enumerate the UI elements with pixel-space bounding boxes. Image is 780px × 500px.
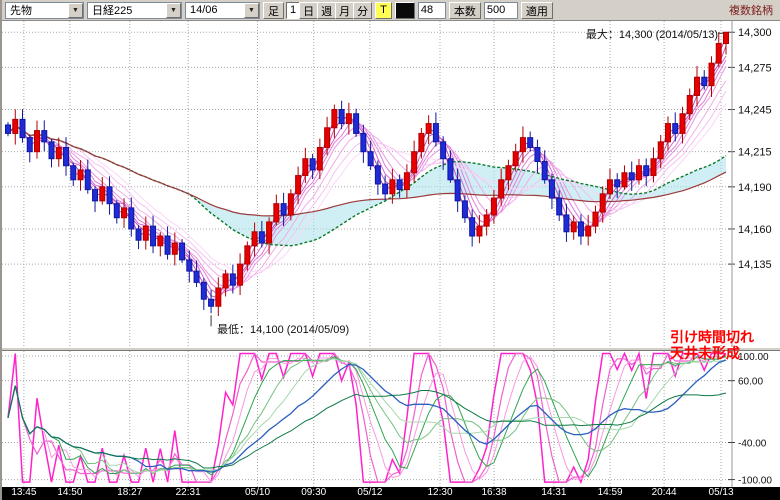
time-label: 12:30 [427,487,453,498]
max-price-annotation: 最大：14,300 (2014/05/13) [585,29,718,41]
oscillator-axis-label: 60.00 [738,377,763,388]
color-swatch-button[interactable] [394,1,415,19]
contract-month-select[interactable]: 14/06 ▼ [185,1,260,19]
candlestick-chart: 14,300 14,275 14,245 14,215 14,190 14,160 14,1… [2,21,772,347]
symbol-value: 日経225 [92,5,133,17]
time-axis: 13:45 14:50 18:27 22:31 05/10 09:30 05/12 12:30… [2,487,780,500]
oscillator-axis-label: -100.00 [738,476,772,487]
price-axis-label: 14,160 [738,224,772,236]
chevron-down-icon[interactable]: ▼ [68,2,83,18]
chevron-down-icon[interactable]: ▼ [244,2,259,18]
chevron-down-icon[interactable]: ▼ [166,2,181,18]
time-label: 20:44 [651,487,677,498]
period-minute-button[interactable]: 分 [353,1,373,19]
time-label: 05/10 [244,487,271,498]
price-axis-label: 14,135 [738,259,772,271]
time-label: 22:31 [175,487,201,498]
oscillator-panel: 100.00 60.00 -40.00 -100.00 [2,351,780,487]
warning-line-1: 引け時間切れ [670,329,754,345]
oscillator-axis-label: 100.00 [738,352,769,363]
tick-button[interactable]: T [375,1,392,19]
oscillator-chart: 100.00 60.00 -40.00 -100.00 [2,351,772,487]
panel-splitter[interactable] [2,347,780,351]
price-axis-label: 14,245 [738,105,772,117]
price-axis-label: 14,300 [738,27,772,39]
contract-month-value: 14/06 [190,4,218,16]
instrument-type-select[interactable]: 先物 ▼ [5,1,84,19]
symbol-select[interactable]: 日経225 ▼ [87,1,182,19]
time-label: 05/12 [357,487,383,498]
ashi-button[interactable]: 足 [263,1,284,19]
bars-count-button[interactable]: 本数 [448,1,481,19]
time-label: 05/13 [708,487,734,498]
multi-symbol-button[interactable]: 複数銘柄 [725,2,777,19]
warning-line-2: 天井未形成 [670,345,740,361]
min-price-annotation: 最低：14,100 (2014/05/09) [217,324,350,337]
time-label: 14:50 [57,487,83,498]
apply-button[interactable]: 適用 [520,1,553,19]
period-1-button[interactable]: 1 [286,1,301,19]
price-axis-label: 14,215 [738,147,772,159]
time-label: 14:31 [541,487,567,498]
time-label: 13:45 [11,487,37,498]
period-button-group: 1 日 週 月 分 [286,1,373,19]
price-axis-label: 14,275 [738,62,772,74]
time-label: 09:30 [301,487,327,498]
time-label: 18:27 [117,487,143,498]
period-week-button[interactable]: 週 [317,1,337,19]
period-day-button[interactable]: 日 [299,1,319,19]
count-input[interactable] [483,1,518,19]
warning-annotation: 引け時間切れ 天井未形成 [670,329,754,361]
bars-input[interactable] [417,1,446,19]
main-chart-panel: 14,300 14,275 14,245 14,215 14,190 14,160 14,1… [2,21,780,347]
toolbar: 先物 ▼ 日経225 ▼ 14/06 ▼ 足 1 日 週 月 分 T 本数 適用… [2,0,780,21]
price-axis-label: 14,190 [738,182,772,194]
period-month-button[interactable]: 月 [335,1,355,19]
time-label: 16:38 [481,487,507,498]
instrument-type-value: 先物 [10,5,32,17]
time-label: 14:59 [597,487,623,498]
oscillator-axis-label: -40.00 [738,438,767,449]
